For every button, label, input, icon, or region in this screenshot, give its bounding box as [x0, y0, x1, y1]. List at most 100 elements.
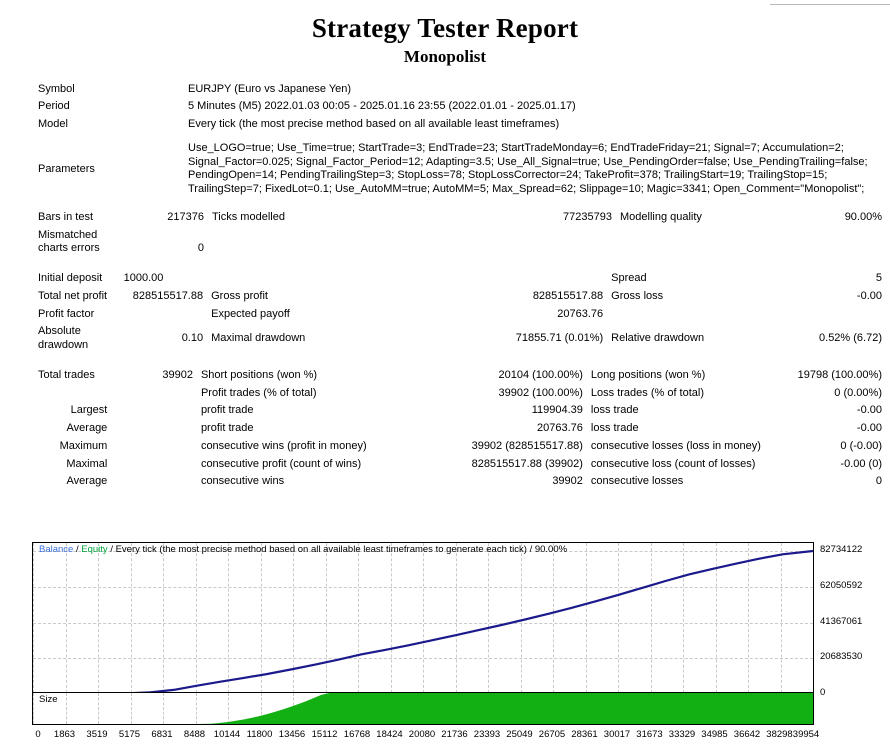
- average-label: Average: [66, 422, 108, 435]
- gridline-vertical: [33, 693, 34, 724]
- x-axis-tick-label: 31673: [636, 729, 663, 740]
- legend-equity-label[interactable]: Equity: [81, 544, 108, 555]
- gridline-vertical: [195, 693, 197, 724]
- gridline-vertical: [163, 543, 164, 698]
- mismatched-charts-errors-label: Mismatched charts errors: [38, 228, 100, 255]
- ticks-modelled-value: 77235793: [563, 210, 612, 223]
- x-axis-tick-label: 15112: [311, 729, 338, 740]
- table-row: Maximal consecutive profit (count of win…: [34, 456, 886, 474]
- y-axis-tick-label: 41367061: [820, 615, 863, 627]
- gridline-vertical: [748, 543, 749, 698]
- average-consecutive-losses-label: consecutive losses: [590, 475, 684, 488]
- lot-size-panel[interactable]: Size: [32, 692, 814, 725]
- y-axis-tick-label: 82734122: [820, 544, 863, 555]
- relative-drawdown-label: Relative drawdown: [611, 332, 705, 345]
- table-row: Model Every tick (the most precise metho…: [34, 116, 886, 134]
- parameters-line-2: Signal_Factor=0.025; Signal_Factor_Perio…: [188, 155, 868, 168]
- spacer-cell: [456, 227, 616, 259]
- x-axis-tick-label: 10144: [213, 729, 241, 740]
- largest-loss-trade-label: loss trade: [590, 404, 639, 417]
- page-subtitle: Monopolist: [403, 46, 487, 66]
- table-row: Average profit trade 20763.76 loss trade…: [34, 420, 886, 438]
- chart-x-axis-labels: 0 1863 3519 5175 6831 8488 10144 11800 13456 1511…: [32, 726, 819, 748]
- spacer-cell: [113, 385, 197, 403]
- spacer-cell: [113, 438, 197, 456]
- gridline-vertical: [130, 543, 132, 698]
- x-axis-tick-label: 8488: [183, 729, 206, 740]
- gridline-vertical: [228, 693, 229, 724]
- maximal-drawdown-value: 71855.71 (0.01%): [515, 332, 604, 345]
- maximal-label: Maximal: [66, 457, 108, 470]
- spacer-cell: [450, 270, 608, 288]
- maximal-drawdown-label: Maximal drawdown: [211, 332, 306, 345]
- table-row: Profit factor Expected payoff 20763.76: [34, 306, 886, 324]
- table-row: Largest profit trade 119904.39 loss trad…: [34, 402, 886, 420]
- gridline-vertical: [358, 543, 359, 698]
- parameters-label: Parameters: [38, 162, 95, 175]
- gridline-vertical: [683, 543, 684, 698]
- symbol-label: Symbol: [38, 82, 75, 95]
- gridline-vertical: [65, 693, 67, 724]
- x-axis-tick-label: 28361: [571, 729, 598, 740]
- gridline-vertical: [260, 543, 262, 698]
- table-row: Symbol EURJPY (Euro vs Japanese Yen): [34, 81, 886, 99]
- spread-label: Spread: [611, 272, 647, 285]
- relative-drawdown-value: 0.52% (6.72): [819, 332, 882, 345]
- total-net-profit-value: 828515517.88: [132, 289, 204, 302]
- gridline-vertical: [65, 543, 67, 698]
- x-axis-tick-label: 34985: [701, 729, 728, 740]
- average-profit-trade-label: profit trade: [200, 422, 254, 435]
- x-axis-tick-label: 3519: [86, 729, 108, 740]
- model-value: Every tick (the most precise method base…: [188, 118, 560, 131]
- x-axis-tick-label: 6831: [151, 729, 173, 740]
- average-consecutive-wins-value: 39902: [552, 475, 583, 488]
- total-net-profit-label: Total net profit: [38, 289, 108, 302]
- parameters-table: Parameters Use_LOGO=true; Use_Time=true;…: [34, 140, 886, 199]
- x-axis-tick-label: 11800: [246, 729, 273, 740]
- balance-line: [33, 549, 813, 696]
- legend-balance-label[interactable]: Balance: [39, 544, 74, 555]
- maximum-consecutive-losses-label: consecutive losses (loss in money): [590, 439, 761, 452]
- parameters-value: Use_LOGO=true; Use_Time=true; StartTrade…: [184, 140, 886, 199]
- chart-y-axis-labels: 0 20683530 41367061 62050592 82734122: [816, 542, 890, 699]
- absolute-drawdown-value: 0.10: [181, 332, 204, 345]
- x-axis-tick-label: 20080: [408, 729, 436, 740]
- largest-profit-trade-value: 119904.39: [531, 404, 583, 417]
- spacer-cell: [113, 473, 197, 491]
- table-row: Average consecutive wins 39902 consecuti…: [34, 473, 886, 491]
- gridline-vertical: [780, 543, 782, 698]
- gridline-vertical: [293, 543, 294, 698]
- gridline-vertical: [423, 543, 424, 698]
- balance-curve-svg: [33, 549, 813, 696]
- gross-loss-label: Gross loss: [611, 289, 664, 302]
- modelling-quality-value: 90.00%: [844, 210, 882, 223]
- table-row: Profit trades (% of total) 39902 (100.00…: [34, 385, 886, 403]
- initial-deposit-value: 1000.00: [123, 272, 164, 285]
- average-consecutive-wins-label: consecutive wins: [200, 475, 285, 488]
- gridline-vertical: [455, 543, 457, 698]
- gridline-vertical: [130, 693, 132, 724]
- gridline-vertical: [163, 693, 164, 724]
- gridline-vertical: [813, 693, 814, 724]
- table-row: Total trades 39902 Short positions (won …: [34, 367, 886, 385]
- spacer-cell: [208, 227, 456, 259]
- x-axis-tick-label: 16768: [343, 729, 371, 740]
- size-histogram-svg: [33, 693, 813, 724]
- parameters-line-4: TrailingStep=7; FixedLot=0.1; Use_AutoMM…: [188, 183, 865, 196]
- largest-loss-trade-value: -0.00: [856, 404, 882, 417]
- gridline-vertical: [715, 543, 717, 698]
- short-positions-label: Short positions (won %): [200, 368, 318, 381]
- gridline-vertical: [488, 543, 489, 698]
- average-loss-trade-value: -0.00: [856, 422, 882, 435]
- gross-profit-label: Gross profit: [211, 289, 268, 302]
- long-positions-label: Long positions (won %): [590, 368, 706, 381]
- modelling-table: Bars in test 217376 Ticks modelled 77235…: [34, 209, 886, 258]
- x-axis-tick-label: 18424: [376, 729, 403, 740]
- period-value: 5 Minutes (M5) 2022.01.03 00:05 - 2025.0…: [188, 100, 576, 113]
- bars-in-test-label: Bars in test: [38, 210, 94, 223]
- balance-equity-chart[interactable]: Balance / Equity / Every tick (the most …: [32, 542, 814, 699]
- profit-trades-value: 39902 (100.00%): [498, 386, 583, 399]
- expected-payoff-value: 20763.76: [557, 307, 604, 320]
- maximal-consecutive-profit-value: 828515517.88 (39902): [471, 457, 583, 470]
